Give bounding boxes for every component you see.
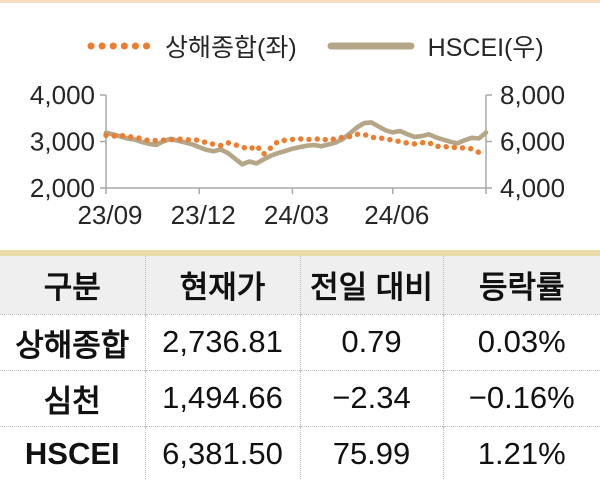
- legend-item-hscei: HSCEI(우): [327, 28, 544, 64]
- index-line-chart: 2,000 3,000 4,000 4,000 6,000 8,000 23/09 23/12…: [30, 80, 565, 230]
- cell-rate: 0.03%: [442, 314, 600, 370]
- cell-price: 2,736.81: [144, 314, 300, 370]
- table-row-shanghai: 상해종합 2,736.81 0.79 0.03%: [0, 314, 600, 370]
- table-header-row: 구분 현재가 전일 대비 등락률: [0, 256, 600, 314]
- quote-table-section: 구분 현재가 전일 대비 등락률 상해종합 2,736.81 0.79 0.03…: [0, 250, 600, 480]
- right-axis-tick-label: 8,000: [500, 80, 565, 110]
- table-row-shenzhen: 심천 1,494.66 −2.34 −0.16%: [0, 370, 600, 426]
- hscei-line-swatch: [327, 42, 415, 50]
- shanghai-dotted-swatch: [87, 42, 151, 50]
- x-axis-tick-label: 24/03: [264, 200, 329, 230]
- left-axis-tick-label: 2,000: [30, 173, 95, 203]
- cell-name: 상해종합: [15, 327, 130, 363]
- left-axis-tick-label: 4,000: [30, 80, 95, 110]
- cell-price: 6,381.50: [144, 426, 300, 480]
- cell-change: −2.34: [299, 370, 443, 426]
- shanghai-series-line: [103, 131, 489, 157]
- legend-item-shanghai: 상해종합(좌): [86, 28, 297, 64]
- x-axis-tick-label: 23/12: [171, 200, 236, 230]
- right-axis-tick-label: 4,000: [500, 173, 565, 203]
- cell-change: 75.99: [299, 426, 443, 480]
- table-top-border: [0, 250, 600, 256]
- col-header-rate: 등락률: [442, 256, 600, 314]
- cell-price: 1,494.66: [144, 370, 300, 426]
- right-axis-tick-label: 6,000: [500, 127, 565, 157]
- chart-legend: 상해종합(좌) HSCEI(우): [86, 28, 544, 64]
- cell-change: 0.79: [299, 314, 443, 370]
- cell-name: 심천: [43, 383, 101, 419]
- col-header-category: 구분: [43, 270, 101, 306]
- legend-label-hscei: HSCEI(우): [427, 34, 544, 62]
- left-axis-tick-label: 3,000: [30, 127, 95, 157]
- cell-rate: 1.21%: [442, 426, 600, 480]
- col-header-price: 현재가: [144, 256, 300, 314]
- cell-rate: −0.16%: [442, 370, 600, 426]
- x-axis-tick-label: 23/09: [77, 200, 142, 230]
- x-axis-tick-label: 24/06: [364, 200, 429, 230]
- col-header-change: 전일 대비: [299, 256, 443, 314]
- top-accent-border: [0, 0, 600, 3]
- legend-label-shanghai: 상해종합(좌): [165, 34, 297, 62]
- quote-table: 구분 현재가 전일 대비 등락률 상해종합 2,736.81 0.79 0.03…: [0, 256, 600, 480]
- cell-name: HSCEI: [24, 436, 120, 471]
- table-row-hscei: HSCEI 6,381.50 75.99 1.21%: [0, 426, 600, 480]
